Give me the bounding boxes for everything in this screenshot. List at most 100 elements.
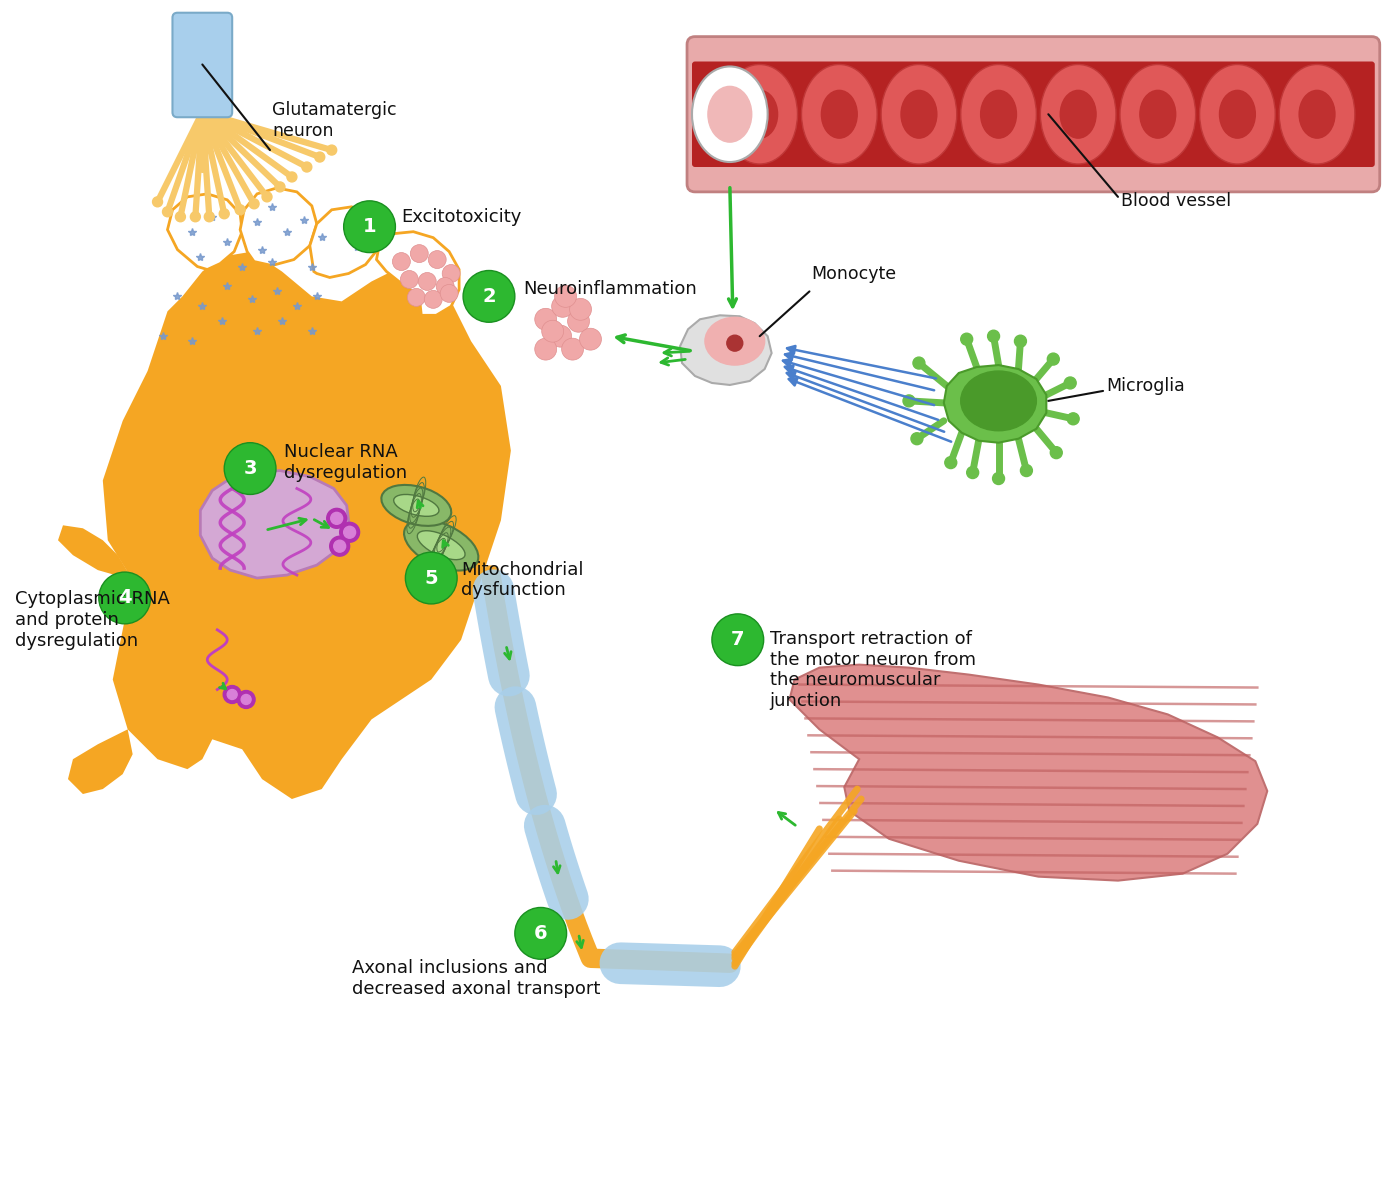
Circle shape: [535, 308, 557, 331]
Ellipse shape: [692, 66, 768, 162]
Circle shape: [568, 311, 589, 332]
Circle shape: [441, 285, 459, 302]
Ellipse shape: [1041, 65, 1116, 164]
Circle shape: [190, 212, 201, 221]
Ellipse shape: [822, 91, 857, 138]
Circle shape: [405, 552, 457, 604]
Circle shape: [419, 273, 437, 291]
Circle shape: [330, 537, 349, 557]
Text: 7: 7: [730, 630, 744, 650]
Circle shape: [1020, 465, 1033, 477]
Circle shape: [992, 472, 1005, 485]
Circle shape: [152, 197, 162, 207]
Circle shape: [392, 253, 410, 271]
Circle shape: [437, 278, 455, 295]
Circle shape: [945, 457, 956, 468]
Text: Transport retraction of
the motor neuron from
the neuromuscular
junction: Transport retraction of the motor neuron…: [769, 630, 976, 710]
Circle shape: [327, 145, 337, 155]
Circle shape: [236, 205, 245, 214]
Ellipse shape: [705, 318, 765, 365]
Circle shape: [442, 265, 460, 282]
Circle shape: [219, 208, 229, 219]
Ellipse shape: [981, 91, 1016, 138]
Text: 6: 6: [534, 924, 547, 943]
Circle shape: [552, 295, 574, 318]
Ellipse shape: [405, 520, 478, 571]
Circle shape: [1067, 413, 1080, 425]
Circle shape: [302, 162, 312, 172]
Circle shape: [428, 251, 446, 268]
Circle shape: [315, 152, 324, 162]
FancyBboxPatch shape: [687, 36, 1379, 192]
Ellipse shape: [1299, 91, 1335, 138]
Circle shape: [1048, 353, 1059, 365]
Circle shape: [237, 691, 255, 709]
Polygon shape: [68, 730, 133, 794]
Ellipse shape: [1139, 91, 1175, 138]
Circle shape: [554, 286, 577, 307]
Text: 3: 3: [244, 459, 256, 478]
Ellipse shape: [960, 371, 1037, 431]
Text: Mitochondrial
dysfunction: Mitochondrial dysfunction: [462, 560, 584, 599]
Text: Nuclear RNA
dysregulation: Nuclear RNA dysregulation: [284, 444, 407, 483]
Circle shape: [535, 338, 557, 360]
Circle shape: [98, 572, 151, 624]
Text: Glutamatergic
neuron: Glutamatergic neuron: [272, 101, 396, 140]
Circle shape: [514, 907, 567, 959]
Text: Excitotoxicity: Excitotoxicity: [402, 208, 521, 226]
Polygon shape: [310, 207, 380, 278]
Ellipse shape: [881, 65, 956, 164]
Polygon shape: [103, 252, 511, 799]
Circle shape: [407, 288, 426, 306]
Text: 1: 1: [363, 218, 377, 237]
Ellipse shape: [722, 65, 797, 164]
Polygon shape: [240, 188, 317, 266]
Text: Blood vessel: Blood vessel: [1121, 192, 1231, 210]
Circle shape: [726, 335, 743, 351]
Ellipse shape: [1220, 91, 1256, 138]
Circle shape: [1064, 377, 1076, 388]
Ellipse shape: [1279, 65, 1356, 164]
Circle shape: [960, 333, 973, 345]
Ellipse shape: [381, 485, 452, 526]
Ellipse shape: [1200, 65, 1275, 164]
Circle shape: [274, 182, 286, 192]
Circle shape: [966, 466, 979, 479]
Circle shape: [913, 357, 924, 370]
Circle shape: [223, 685, 241, 704]
Polygon shape: [790, 665, 1267, 880]
Ellipse shape: [1120, 65, 1196, 164]
Text: Axonal inclusions and
decreased axonal transport: Axonal inclusions and decreased axonal t…: [352, 959, 600, 998]
Polygon shape: [377, 232, 459, 315]
Polygon shape: [681, 315, 772, 385]
Ellipse shape: [960, 65, 1037, 164]
Circle shape: [424, 291, 442, 308]
Polygon shape: [58, 525, 133, 580]
Circle shape: [344, 526, 356, 538]
Circle shape: [542, 320, 564, 343]
Text: Neuroinflammation: Neuroinflammation: [523, 280, 697, 299]
Circle shape: [401, 271, 419, 288]
Text: Monocyte: Monocyte: [811, 266, 897, 284]
Circle shape: [1051, 447, 1062, 459]
Circle shape: [1015, 335, 1027, 347]
Text: Microglia: Microglia: [1106, 377, 1185, 395]
Text: 2: 2: [482, 287, 496, 306]
Circle shape: [904, 395, 915, 407]
Polygon shape: [944, 365, 1046, 443]
Circle shape: [249, 199, 259, 208]
Circle shape: [570, 299, 592, 320]
Circle shape: [287, 172, 297, 182]
Circle shape: [334, 540, 345, 552]
Circle shape: [262, 192, 272, 201]
Text: 5: 5: [424, 568, 438, 587]
FancyBboxPatch shape: [172, 13, 233, 118]
Circle shape: [227, 690, 237, 699]
Ellipse shape: [901, 91, 937, 138]
Polygon shape: [201, 471, 349, 578]
Polygon shape: [168, 194, 243, 270]
Circle shape: [988, 331, 999, 343]
Circle shape: [550, 325, 571, 347]
Ellipse shape: [801, 65, 877, 164]
Ellipse shape: [417, 531, 466, 560]
